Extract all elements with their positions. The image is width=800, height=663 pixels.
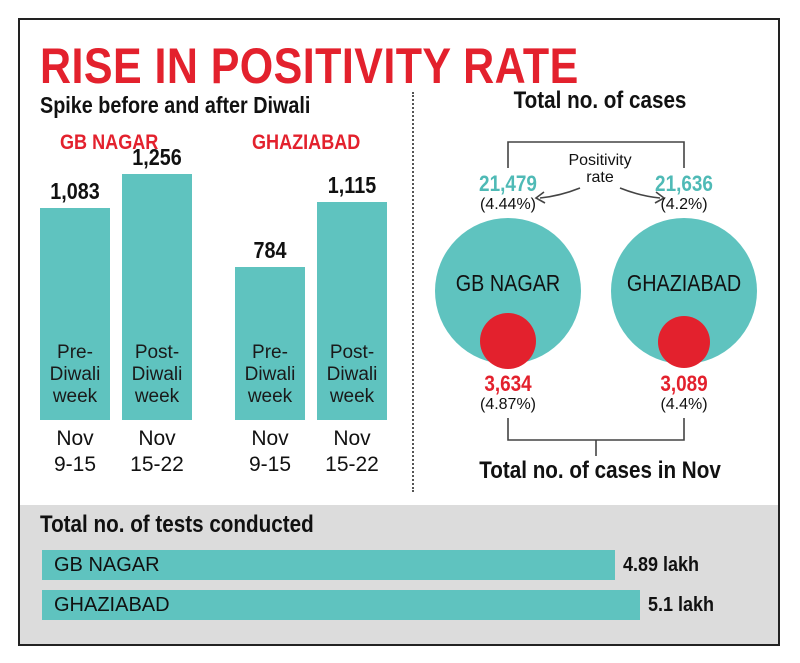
bar-date-line: Nov (138, 427, 176, 450)
bar-gb-nagar-post (122, 174, 192, 420)
top-bracket-line (507, 141, 685, 168)
bar-caption-line: Post- (329, 342, 375, 363)
tests-bar-label-gb-nagar: GB NAGAR (54, 554, 160, 576)
bar-caption-line: week (329, 386, 375, 407)
section-divider (412, 92, 414, 492)
ghaziabad-nov-rate: (4.4%) (660, 396, 708, 413)
bar-caption-line: Diwali (244, 364, 296, 385)
gb-nagar-nov-rate: (4.87%) (479, 396, 537, 413)
connector-lines (507, 141, 685, 456)
bar-caption-ghaziabad-pre: Pre- Diwali week (229, 342, 311, 408)
bar-caption-line: Post- (134, 342, 180, 363)
positivity-label-line-1: Positivity (568, 152, 632, 169)
bottom-bracket-line (507, 418, 685, 441)
ghaziabad-circle-label: GHAZIABAD (626, 270, 742, 296)
ghaziabad-total-cases: 21,636 (655, 171, 713, 196)
bar-value-gb-nagar-post: 1,256 (132, 144, 182, 170)
positivity-label-line-2: rate (586, 169, 614, 186)
nov-cases-label: Total no. of cases in Nov (479, 457, 721, 484)
bar-date-line: 15-22 (130, 453, 184, 476)
ghaziabad-total-rate: (4.2%) (660, 196, 708, 213)
bar-caption-ghaziabad-post: Post- Diwali week (311, 342, 393, 408)
bar-caption-line: Pre- (252, 342, 288, 363)
bar-value-ghaziabad-pre: 784 (253, 237, 287, 263)
bar-caption-line: week (134, 386, 180, 407)
arrow-left-line (539, 187, 581, 199)
bar-value-ghaziabad-post: 1,115 (327, 172, 377, 198)
tests-bar-ghaziabad (42, 590, 640, 620)
positivity-rate-label: Positivity rate (545, 152, 655, 186)
page-title: RISE IN POSITIVITY RATE (40, 38, 579, 94)
tests-bar-value-ghaziabad: 5.1 lakh (648, 594, 715, 616)
bar-date-ghaziabad-pre: Nov 9-15 (225, 426, 315, 478)
gb-nagar-circle-label: GB NAGAR (455, 270, 561, 296)
tests-bar-value-gb-nagar: 4.89 lakh (623, 554, 700, 576)
total-cases-label: Total no. of cases (513, 87, 687, 114)
bar-date-line: 9-15 (53, 453, 97, 476)
arrow-left-head (534, 191, 546, 204)
bar-date-line: Nov (333, 427, 371, 450)
gb-nagar-nov-cases: 3,634 (484, 371, 532, 396)
bar-date-line: Nov (56, 427, 94, 450)
bar-chart-title: Spike before and after Diwali (40, 92, 311, 118)
ghaziabad-nov-circle (658, 316, 710, 368)
tests-bar-gb-nagar (42, 550, 615, 580)
bar-date-gb-nagar-post: Nov 15-22 (112, 426, 202, 478)
tests-title: Total no. of tests conducted (40, 511, 314, 538)
bar-caption-line: Diwali (131, 364, 183, 385)
bar-date-line: Nov (251, 427, 289, 450)
ghaziabad-nov-cases: 3,089 (660, 371, 708, 396)
tests-bar-label-ghaziabad: GHAZIABAD (54, 594, 170, 616)
bar-caption-gb-nagar-post: Post- Diwali week (116, 342, 198, 408)
bar-ghaziabad-pre (235, 267, 305, 420)
bar-caption-line: Diwali (326, 364, 378, 385)
gb-nagar-total-cases: 21,479 (479, 171, 537, 196)
arrow-right-head (654, 191, 666, 204)
gb-nagar-total-rate: (4.44%) (479, 196, 537, 213)
group-label-gb-nagar: GB NAGAR (60, 131, 159, 154)
gb-nagar-nov-circle (480, 313, 536, 369)
bar-ghaziabad-post (317, 202, 387, 420)
bar-caption-line: Pre- (57, 342, 93, 363)
arrow-right-line (619, 187, 661, 199)
bar-gb-nagar-pre (40, 208, 110, 420)
bar-caption-line: Diwali (49, 364, 101, 385)
group-label-ghaziabad: GHAZIABAD (252, 131, 361, 154)
bar-date-gb-nagar-pre: Nov 9-15 (30, 426, 120, 478)
bar-caption-gb-nagar-pre: Pre- Diwali week (34, 342, 116, 408)
bar-date-ghaziabad-post: Nov 15-22 (307, 426, 397, 478)
bar-caption-line: week (52, 386, 98, 407)
bar-value-gb-nagar-pre: 1,083 (50, 178, 100, 204)
infographic-frame: RISE IN POSITIVITY RATE Spike before and… (18, 18, 780, 646)
bar-date-line: 15-22 (325, 453, 379, 476)
bar-caption-line: week (247, 386, 293, 407)
bar-date-line: 9-15 (248, 453, 292, 476)
